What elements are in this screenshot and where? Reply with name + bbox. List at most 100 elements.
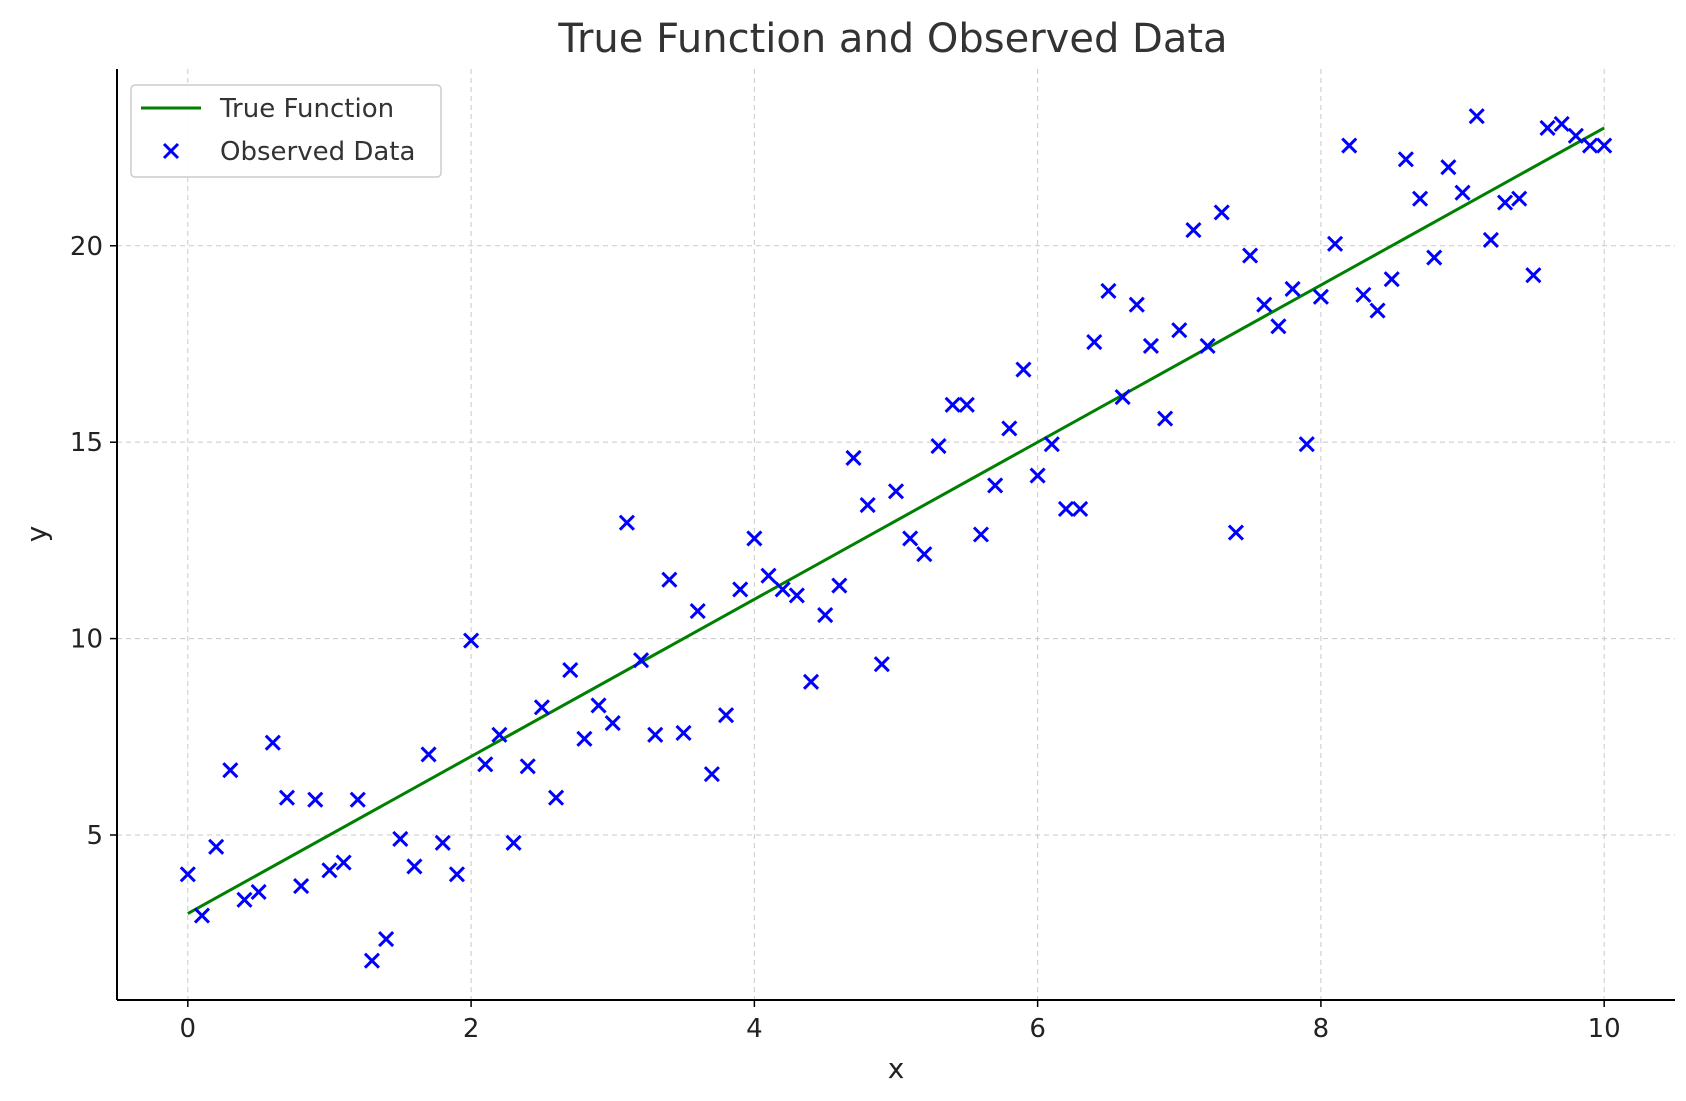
observed-data-point	[1496, 194, 1514, 211]
observed-data-point	[859, 496, 876, 514]
observed-data-point	[1397, 151, 1414, 168]
observed-data-point	[208, 838, 225, 855]
observed-data-point	[1029, 467, 1046, 484]
observed-data-point	[222, 762, 239, 779]
observed-data-point	[1383, 271, 1400, 288]
observed-data-point	[434, 834, 451, 851]
observed-data-point	[845, 449, 862, 466]
observed-data-point	[618, 514, 635, 531]
observed-data-point	[1411, 190, 1429, 207]
observed-data-point	[661, 571, 678, 588]
x-tick-label: 2	[463, 1014, 480, 1044]
observed-data-point	[1341, 137, 1358, 154]
x-axis-label: x	[888, 1052, 905, 1085]
observed-data-point	[675, 724, 692, 741]
observed-data-point	[944, 396, 961, 413]
legend-label-observed-data: Observed Data	[220, 137, 415, 167]
observed-data-point	[349, 791, 366, 808]
observed-data-point	[1001, 420, 1018, 437]
observed-data-point	[902, 530, 919, 547]
observed-data-point	[448, 866, 465, 883]
tick-layer: 0 2 4 6 8 10 5 10 15 20	[70, 232, 1621, 1044]
observed-data-point	[1157, 410, 1174, 427]
observed-data-point	[1114, 388, 1131, 406]
observed-data-point	[732, 581, 749, 598]
observed-data-point	[873, 656, 890, 673]
observed-data-point	[392, 830, 409, 848]
grid-layer	[117, 69, 1675, 1000]
observed-data-point	[774, 581, 791, 598]
observed-data-point	[632, 652, 650, 669]
observed-data-point	[1581, 137, 1599, 154]
x-tick-label: 0	[180, 1014, 197, 1044]
observed-data-point	[477, 756, 494, 773]
observed-data-point	[958, 396, 975, 413]
observed-data-point	[179, 866, 196, 883]
observed-data-point	[1043, 436, 1060, 453]
y-tick-label: 5	[86, 821, 103, 851]
observed-data-point	[1227, 524, 1244, 541]
observed-data-point	[1454, 184, 1471, 201]
observed-data-point	[788, 587, 805, 604]
legend-box	[130, 84, 442, 178]
observed-data-point	[604, 714, 621, 732]
observed-data-point	[193, 907, 211, 924]
legend-marker-sample	[162, 142, 180, 160]
observed-data-point	[1185, 221, 1202, 239]
observed-data-point	[533, 699, 550, 716]
observed-data-point	[406, 858, 423, 875]
observed-data-point	[1142, 337, 1160, 355]
observed-data-point	[972, 526, 990, 543]
observed-data-point	[378, 931, 395, 948]
observed-data-point	[1015, 361, 1032, 378]
observed-data-point	[1086, 333, 1103, 351]
observed-data-point	[930, 438, 947, 455]
observed-data-point	[987, 477, 1004, 494]
observed-data-point	[1171, 322, 1188, 339]
true-function-line	[187, 126, 1605, 915]
observed-data-point	[1567, 127, 1584, 144]
observed-data-point	[1312, 288, 1329, 305]
observed-data-point	[717, 707, 735, 724]
y-tick-label: 20	[70, 232, 103, 262]
observed-data-point	[307, 791, 324, 808]
observed-data-point	[802, 673, 820, 690]
observed-data-point	[831, 577, 848, 594]
observed-data-point	[887, 483, 905, 500]
observed-data-point	[1270, 318, 1287, 335]
legend-label-true-function: True Function	[219, 94, 394, 124]
y-axis-label: y	[20, 526, 53, 543]
observed-data-point	[420, 746, 437, 763]
y-tick-label: 10	[70, 625, 103, 655]
observed-data-point	[236, 891, 253, 908]
observed-data-point	[1355, 286, 1372, 303]
observed-data-point	[363, 952, 381, 969]
observed-data-point	[1298, 436, 1315, 453]
observed-data-point	[293, 878, 310, 895]
observed-data-point	[491, 726, 508, 743]
observed-data-point	[1128, 296, 1145, 313]
observed-data-point	[1213, 204, 1230, 221]
observed-data-point	[548, 789, 565, 806]
observed-data-point	[1553, 115, 1570, 133]
observed-data-point	[760, 567, 777, 584]
chart-title: True Function and Observed Data	[557, 16, 1227, 62]
observed-data-point	[562, 661, 579, 679]
observed-data-point	[1525, 267, 1542, 284]
x-tick-label: 6	[1029, 1014, 1046, 1044]
observed-data-point	[1596, 137, 1613, 154]
observed-data-point	[1327, 235, 1344, 252]
observed-data-point	[519, 758, 536, 775]
observed-data-point	[1284, 280, 1301, 298]
observed-data-point	[689, 603, 706, 620]
observed-data-point	[1426, 249, 1443, 266]
observed-data-point	[250, 883, 267, 901]
plot-area	[179, 108, 1613, 969]
observed-data-point	[1440, 159, 1457, 176]
observed-data-point	[1199, 337, 1216, 355]
x-tick-label: 10	[1588, 1014, 1621, 1044]
x-tick-label: 4	[746, 1014, 763, 1044]
observed-data-point	[321, 862, 338, 879]
observed-data-point	[1072, 500, 1089, 518]
observed-data-point	[1468, 108, 1485, 125]
